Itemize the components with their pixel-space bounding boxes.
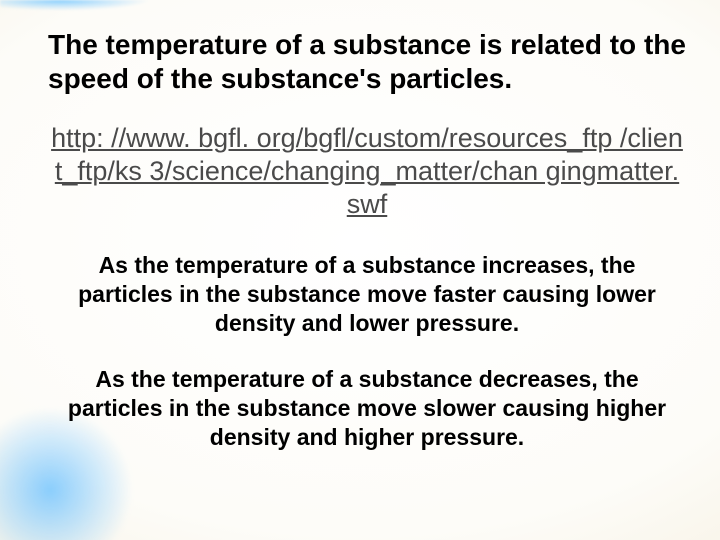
slide-content: The temperature of a substance is relate… bbox=[0, 0, 720, 452]
slide-heading: The temperature of a substance is relate… bbox=[48, 28, 686, 96]
paragraph-decrease: As the temperature of a substance decrea… bbox=[48, 365, 686, 451]
paragraph-increase: As the temperature of a substance increa… bbox=[48, 251, 686, 337]
slide: The temperature of a substance is relate… bbox=[0, 0, 720, 540]
resource-link[interactable]: http: //www. bgfl. org/bgfl/custom/resou… bbox=[48, 122, 686, 221]
